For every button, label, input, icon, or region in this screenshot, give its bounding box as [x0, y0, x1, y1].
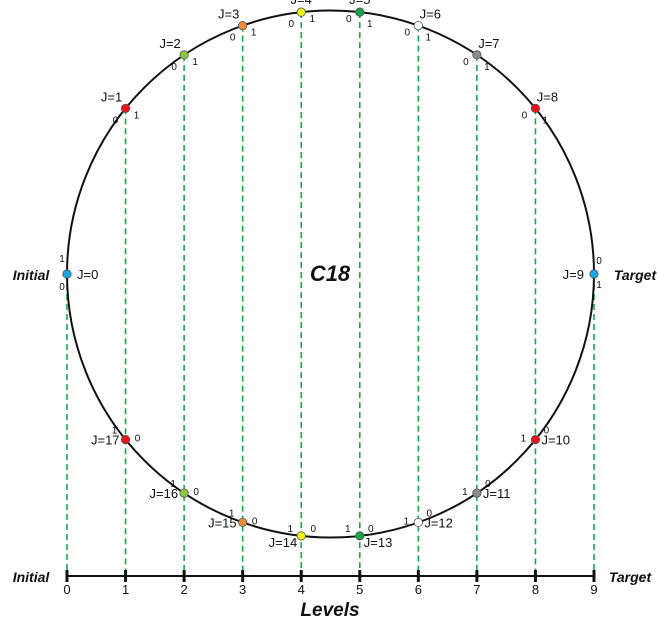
node-bit: 1 [229, 508, 235, 519]
node-label: J=6 [420, 7, 441, 22]
node-bit: 1 [404, 516, 410, 527]
node-j6 [413, 20, 423, 31]
node-bit: 0 [405, 28, 411, 39]
node-label: J=0 [77, 267, 98, 282]
axis-initial-label: Initial [13, 569, 51, 585]
node-label: J=7 [478, 36, 499, 51]
node-bit: 0 [522, 110, 528, 121]
node-label: J=12 [424, 515, 453, 530]
node-bit: 0 [59, 282, 65, 293]
node-bit: 1 [251, 28, 257, 39]
levels-axis: 0 1 2 3 4 5 6 7 8 9 [63, 570, 598, 597]
node-bit: 1 [134, 110, 140, 121]
node-label: J=13 [364, 535, 393, 550]
node-bit: 1 [596, 280, 602, 291]
node-bit: 0 [310, 524, 316, 535]
node-bit: 1 [367, 19, 373, 30]
axis-title: Levels [300, 600, 359, 621]
node-j3 [238, 20, 248, 31]
axis-tick-label: 5 [356, 582, 363, 597]
node-label: J=8 [537, 89, 558, 104]
node-label: J=3 [218, 7, 239, 22]
node-bit: 1 [112, 426, 118, 437]
node-j10 [530, 435, 541, 445]
node-j5 [355, 7, 365, 17]
node-bit: 1 [426, 33, 432, 44]
node-bit: 0 [288, 19, 294, 30]
node-j12 [413, 517, 423, 528]
node-j1 [120, 103, 131, 113]
node-bit: 0 [485, 479, 491, 490]
node-label: J=9 [563, 267, 584, 282]
node-j14 [296, 531, 306, 541]
axis-tick-label: 2 [180, 582, 187, 597]
node-bit: 0 [544, 426, 550, 437]
initial-label: Initial [13, 267, 51, 283]
axis-tick-label: 9 [590, 582, 597, 597]
node-j13 [355, 531, 365, 541]
node-bit: 0 [230, 33, 236, 44]
node-label: J=17 [91, 433, 120, 448]
axis-tick-label: 3 [239, 582, 246, 597]
node-j4 [296, 7, 306, 17]
axis-tick-label: 0 [63, 582, 70, 597]
node-j8 [530, 103, 541, 113]
node-bit: 1 [59, 254, 65, 265]
axis-tick-label: 7 [473, 582, 480, 597]
node-bit: 1 [543, 115, 549, 126]
node-bit: 0 [463, 57, 469, 68]
target-label: Target [614, 267, 657, 283]
node-bit: 0 [368, 524, 374, 535]
node-bit: 0 [427, 508, 433, 519]
node-bit: 1 [345, 524, 351, 535]
node-label: J=5 [349, 0, 370, 7]
axis-tick-label: 6 [415, 582, 422, 597]
node-label: J=14 [269, 535, 298, 550]
node-label: J=1 [101, 89, 122, 104]
node-j9 [589, 269, 599, 279]
graph-title: C18 [310, 261, 351, 286]
node-bit: 1 [287, 524, 293, 535]
node-j17 [120, 435, 131, 445]
node-label: J=2 [159, 36, 180, 51]
node-bit: 0 [113, 115, 119, 126]
node-j0 [62, 269, 72, 279]
node-bit: 1 [309, 14, 315, 25]
node-bit: 1 [462, 487, 468, 498]
node-bit: 0 [193, 487, 199, 498]
node-bit: 0 [596, 256, 602, 267]
node-j7 [472, 50, 482, 60]
node-bit: 1 [484, 62, 490, 73]
level-guides [66, 12, 595, 576]
node-j16 [179, 488, 189, 498]
node-bit: 0 [252, 516, 258, 527]
node-label: J=16 [150, 486, 179, 501]
node-label: J=4 [291, 0, 312, 7]
axis-tick-label: 4 [298, 582, 305, 597]
node-bit: 1 [192, 57, 198, 68]
node-label: J=11 [483, 486, 511, 501]
node-j2 [179, 50, 189, 60]
node-bit: 0 [346, 14, 352, 25]
node-j11 [472, 488, 482, 498]
cycle-nodes: J=010J=101J=201J=301J=401J=501J=601J=701… [59, 0, 602, 550]
node-label: J=15 [208, 515, 237, 530]
node-bit: 1 [521, 434, 527, 445]
axis-tick-label: 1 [122, 582, 129, 597]
node-label: J=10 [541, 433, 570, 448]
axis-target-label: Target [609, 569, 653, 585]
axis-tick-label: 8 [532, 582, 539, 597]
node-bit: 0 [171, 62, 177, 73]
node-j15 [238, 517, 248, 528]
node-bit: 0 [135, 434, 141, 445]
node-bit: 1 [170, 479, 176, 490]
axis-ticks: 0 1 2 3 4 5 6 7 8 9 [63, 570, 598, 597]
